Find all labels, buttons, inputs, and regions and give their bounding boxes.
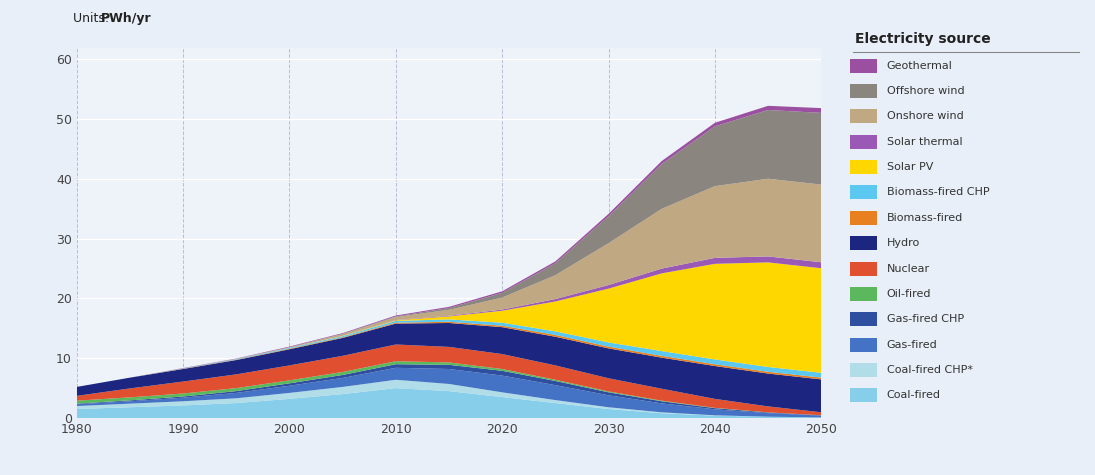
Text: Onshore wind: Onshore wind — [887, 112, 964, 122]
Text: Coal-fired: Coal-fired — [887, 390, 941, 400]
FancyBboxPatch shape — [851, 312, 877, 326]
FancyBboxPatch shape — [851, 388, 877, 402]
Text: Nuclear: Nuclear — [887, 264, 930, 274]
FancyBboxPatch shape — [851, 287, 877, 301]
Text: Offshore wind: Offshore wind — [887, 86, 964, 96]
Text: Solar PV: Solar PV — [887, 162, 933, 172]
Text: Gas-fired: Gas-fired — [887, 340, 937, 350]
FancyBboxPatch shape — [851, 236, 877, 250]
FancyBboxPatch shape — [851, 59, 877, 73]
Text: Electricity source: Electricity source — [855, 32, 991, 46]
FancyBboxPatch shape — [851, 135, 877, 149]
Text: Units:: Units: — [73, 12, 113, 25]
FancyBboxPatch shape — [851, 363, 877, 377]
FancyBboxPatch shape — [851, 84, 877, 98]
FancyBboxPatch shape — [851, 186, 877, 199]
FancyBboxPatch shape — [851, 262, 877, 276]
Text: Hydro: Hydro — [887, 238, 920, 248]
Text: Biomass-fired: Biomass-fired — [887, 213, 963, 223]
FancyBboxPatch shape — [851, 338, 877, 352]
Text: Geothermal: Geothermal — [887, 61, 953, 71]
Text: Biomass-fired CHP: Biomass-fired CHP — [887, 188, 989, 198]
Text: PWh/yr: PWh/yr — [101, 12, 152, 25]
FancyBboxPatch shape — [851, 211, 877, 225]
Text: Coal-fired CHP*: Coal-fired CHP* — [887, 365, 972, 375]
FancyBboxPatch shape — [851, 109, 877, 124]
Text: Oil-fired: Oil-fired — [887, 289, 931, 299]
FancyBboxPatch shape — [851, 160, 877, 174]
Text: Gas-fired CHP: Gas-fired CHP — [887, 314, 964, 324]
Text: Solar thermal: Solar thermal — [887, 137, 963, 147]
